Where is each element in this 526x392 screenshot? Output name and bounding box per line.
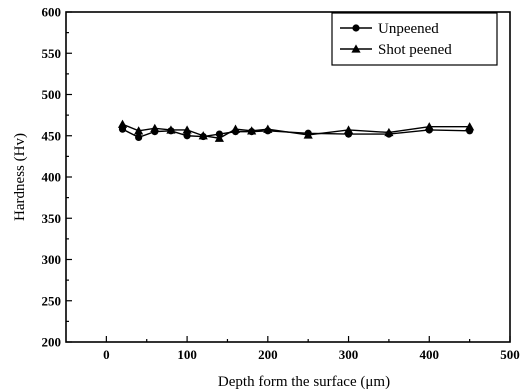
circle-point — [135, 133, 143, 141]
circle-point — [183, 132, 191, 140]
triangle-point — [343, 125, 354, 134]
y-axis-title: Hardness (Hv) — [12, 133, 28, 221]
series-triangle — [117, 119, 475, 142]
x-axis-title: Depth form the surface (μm) — [218, 374, 390, 390]
y-tick-label: 500 — [42, 87, 62, 102]
series-layer — [117, 119, 475, 142]
triangle-point — [182, 125, 192, 134]
triangle-point — [198, 131, 208, 140]
triangle-point — [150, 123, 160, 133]
x-tick-label: 500 — [500, 347, 520, 362]
triangle-point — [134, 126, 144, 135]
y-tick-label: 200 — [42, 335, 62, 350]
x-tick-label: 0 — [103, 347, 110, 362]
y-tick-label: 450 — [42, 128, 62, 143]
triangle-point — [247, 126, 257, 135]
y-tick-label: 250 — [42, 293, 62, 308]
triangle-point — [166, 125, 176, 134]
x-tick-label: 400 — [420, 347, 440, 362]
triangle-point — [230, 124, 241, 133]
x-tick-label: 100 — [177, 347, 197, 362]
x-tick-label: 300 — [339, 347, 359, 362]
legend-triangle-marker — [351, 44, 361, 53]
legend: Unpeened Shot peened — [331, 12, 498, 66]
y-tick-label: 550 — [42, 46, 62, 61]
axis-ticks: 0 100 200 300 400 500 200 250 300 350 400 450 500 550… — [42, 5, 520, 363]
triangle-point — [384, 127, 394, 137]
triangle-point — [214, 133, 224, 142]
x-tick-label: 200 — [258, 347, 278, 362]
triangle-point — [465, 122, 475, 131]
y-tick-label: 600 — [42, 5, 62, 20]
legend-circle-marker — [352, 24, 360, 32]
triangle-point — [303, 130, 313, 139]
legend-label: Unpeened — [378, 21, 439, 37]
y-tick-label: 350 — [42, 211, 62, 226]
legend-box — [331, 12, 498, 66]
triangle-point — [263, 124, 273, 133]
y-tick-label: 300 — [42, 252, 62, 267]
legend-label: Shot peened — [378, 42, 452, 58]
triangle-point — [424, 122, 434, 131]
triangle-point — [117, 119, 128, 128]
y-tick-label: 400 — [42, 170, 62, 185]
